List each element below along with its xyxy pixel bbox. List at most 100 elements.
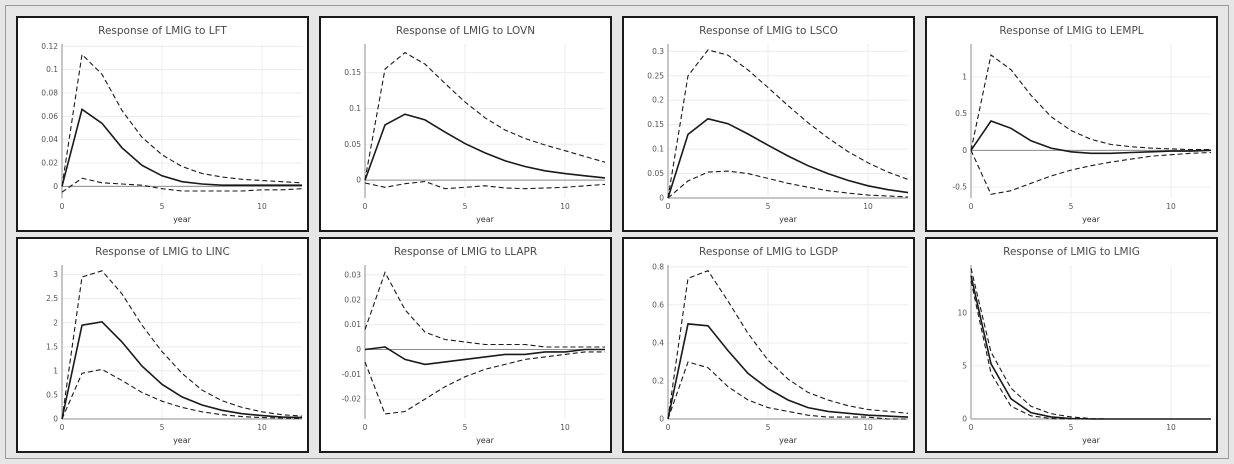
x-tick-label: 10 xyxy=(560,423,570,432)
y-tick-label: 10 xyxy=(957,308,967,317)
lower-band-line xyxy=(970,150,1212,195)
x-tick-label: 0 xyxy=(666,423,671,432)
chart-title: Response of LMIG to LGDP xyxy=(699,246,838,258)
y-tick-label: 0.6 xyxy=(652,300,664,309)
x-tick-label: 0 xyxy=(363,423,368,432)
lower-band-line xyxy=(667,170,909,199)
y-tick-label: 0.5 xyxy=(46,390,58,399)
upper-band-line xyxy=(364,51,606,181)
y-tick-label: 3 xyxy=(53,270,58,279)
response-line xyxy=(970,120,1212,155)
chart-title: Response of LMIG to LMIG xyxy=(1003,246,1140,258)
response-line xyxy=(667,323,909,420)
x-tick-label: 0 xyxy=(60,423,65,432)
y-tick-label: 0.01 xyxy=(344,320,361,329)
x-axis-label: year xyxy=(779,436,798,445)
response-line xyxy=(667,117,909,199)
lower-band-line xyxy=(970,280,1211,420)
chart-grid: Response of LMIG to LFT 0 0.02 0.04 0.06 0.08… xyxy=(5,5,1229,459)
chart-svg: Response of LMIG to LEMPL-0.500.510 5 10ye… xyxy=(952,25,1212,224)
y-tick-label: 0.2 xyxy=(652,96,664,105)
y-tick-label: 0.2 xyxy=(652,376,664,385)
upper-band-line xyxy=(667,49,909,199)
y-tick-label: 1 xyxy=(53,366,58,375)
response-line xyxy=(364,346,605,366)
x-tick-label: 5 xyxy=(160,423,165,432)
y-tick-label: 0.06 xyxy=(41,112,58,121)
y-tick-label: 0.08 xyxy=(41,89,58,98)
y-tick-label: 0.15 xyxy=(647,120,664,129)
y-tick-label: 0.5 xyxy=(955,109,967,118)
y-tick-label: 0.02 xyxy=(41,159,58,168)
y-tick-label: 0 xyxy=(356,345,361,354)
lower-band-line xyxy=(667,361,908,420)
chart-panel-7: Response of LMIG to LGDP 0 0.2 0.4 0.6 0.8 0 5 1… xyxy=(622,237,915,453)
x-tick-label: 10 xyxy=(1166,202,1176,211)
y-tick-label: -0.01 xyxy=(342,370,362,379)
y-tick-label: 0.1 xyxy=(349,104,361,113)
x-tick-label: 5 xyxy=(160,202,165,211)
x-tick-label: 0 xyxy=(60,202,65,211)
x-axis-label: year xyxy=(1082,436,1101,445)
upper-band-line xyxy=(364,271,605,348)
upper-band-line xyxy=(61,270,303,420)
y-tick-label: -0.5 xyxy=(952,183,967,192)
x-axis-label: year xyxy=(476,215,495,224)
x-tick-label: 10 xyxy=(863,423,873,432)
chart-svg: Response of LMIG to LLAPR -0.02 -0.01 0 0.01… xyxy=(342,246,605,445)
chart-svg: Response of LMIG to LMIG 0 5 10 0 5 10 year xyxy=(957,246,1211,445)
upper-band-line xyxy=(61,53,303,187)
chart-svg: Response of LMIG to LOVN 0 0.05 0.1 0.15 0 5 10… xyxy=(344,25,606,224)
y-tick-label: 0.3 xyxy=(652,47,664,56)
x-tick-label: 5 xyxy=(766,423,771,432)
response-line xyxy=(61,107,302,187)
chart-panel-8: Response of LMIG to LMIG 0 5 10 0 5 10 year xyxy=(925,237,1218,453)
chart-title: Response of LMIG to LSCO xyxy=(699,25,838,37)
y-tick-label: 1 xyxy=(962,73,967,82)
chart-panel-3: Response of LMIG to LSCO 0 0.05 0.1 0.15 0.2 0… xyxy=(622,16,915,232)
y-tick-label: 2.5 xyxy=(46,294,58,303)
response-line xyxy=(970,275,1211,420)
y-tick-label: 0.1 xyxy=(652,145,664,154)
x-tick-label: 10 xyxy=(257,423,267,432)
x-tick-label: 0 xyxy=(969,423,974,432)
y-tick-label: 0.15 xyxy=(344,68,361,77)
y-tick-label: 0.25 xyxy=(647,71,664,80)
upper-band-line xyxy=(970,268,1211,420)
response-line xyxy=(364,113,606,181)
chart-title: Response of LMIG to LEMPL xyxy=(999,25,1143,37)
x-tick-label: 10 xyxy=(560,202,570,211)
y-tick-label: 0 xyxy=(659,194,664,203)
x-tick-label: 5 xyxy=(1069,423,1074,432)
y-tick-label: 0.04 xyxy=(41,135,58,144)
chart-svg: Response of LMIG to LINC 0 0.5 1 1.5 2 2.5 3 0 5 1… xyxy=(46,246,303,445)
x-tick-label: 0 xyxy=(666,202,671,211)
y-tick-label: 0 xyxy=(659,415,664,424)
x-tick-label: 0 xyxy=(363,202,368,211)
chart-panel-4: Response of LMIG to LEMPL -0.5 0 0.5 1 0 5 10 ye… xyxy=(925,16,1218,232)
x-tick-label: 10 xyxy=(1166,423,1176,432)
x-tick-label: 10 xyxy=(257,202,267,211)
y-tick-label: 0.05 xyxy=(344,140,361,149)
y-tick-label: 0.4 xyxy=(652,338,664,347)
x-tick-label: 0 xyxy=(969,202,974,211)
y-tick-label: 0 xyxy=(53,182,58,191)
chart-title: Response of LMIG to LFT xyxy=(98,25,227,37)
y-tick-label: 1.5 xyxy=(46,342,58,351)
y-tick-label: 0.12 xyxy=(41,42,58,51)
chart-panel-6: Response of LMIG to LLAPR -0.02 -0.01 0 0.01… xyxy=(319,237,612,453)
chart-title: Response of LMIG to LLAPR xyxy=(394,246,537,258)
x-axis-label: year xyxy=(476,436,495,445)
chart-panel-1: Response of LMIG to LFT 0 0.02 0.04 0.06 0.08… xyxy=(16,16,309,232)
x-tick-label: 10 xyxy=(863,202,873,211)
chart-svg: Response of LMIG to LGDP 0 0.2 0.4 0.6 0.8 0 5 1… xyxy=(652,246,909,445)
lower-band-line xyxy=(364,351,605,415)
x-tick-label: 5 xyxy=(1069,202,1074,211)
upper-band-line xyxy=(970,54,1211,151)
lower-band-line xyxy=(364,180,606,190)
y-tick-label: 0.02 xyxy=(344,295,361,304)
y-tick-label: 0.8 xyxy=(652,262,664,271)
y-tick-label: 0 xyxy=(962,146,967,155)
x-axis-label: year xyxy=(1082,215,1101,224)
y-tick-label: 0.05 xyxy=(647,169,664,178)
